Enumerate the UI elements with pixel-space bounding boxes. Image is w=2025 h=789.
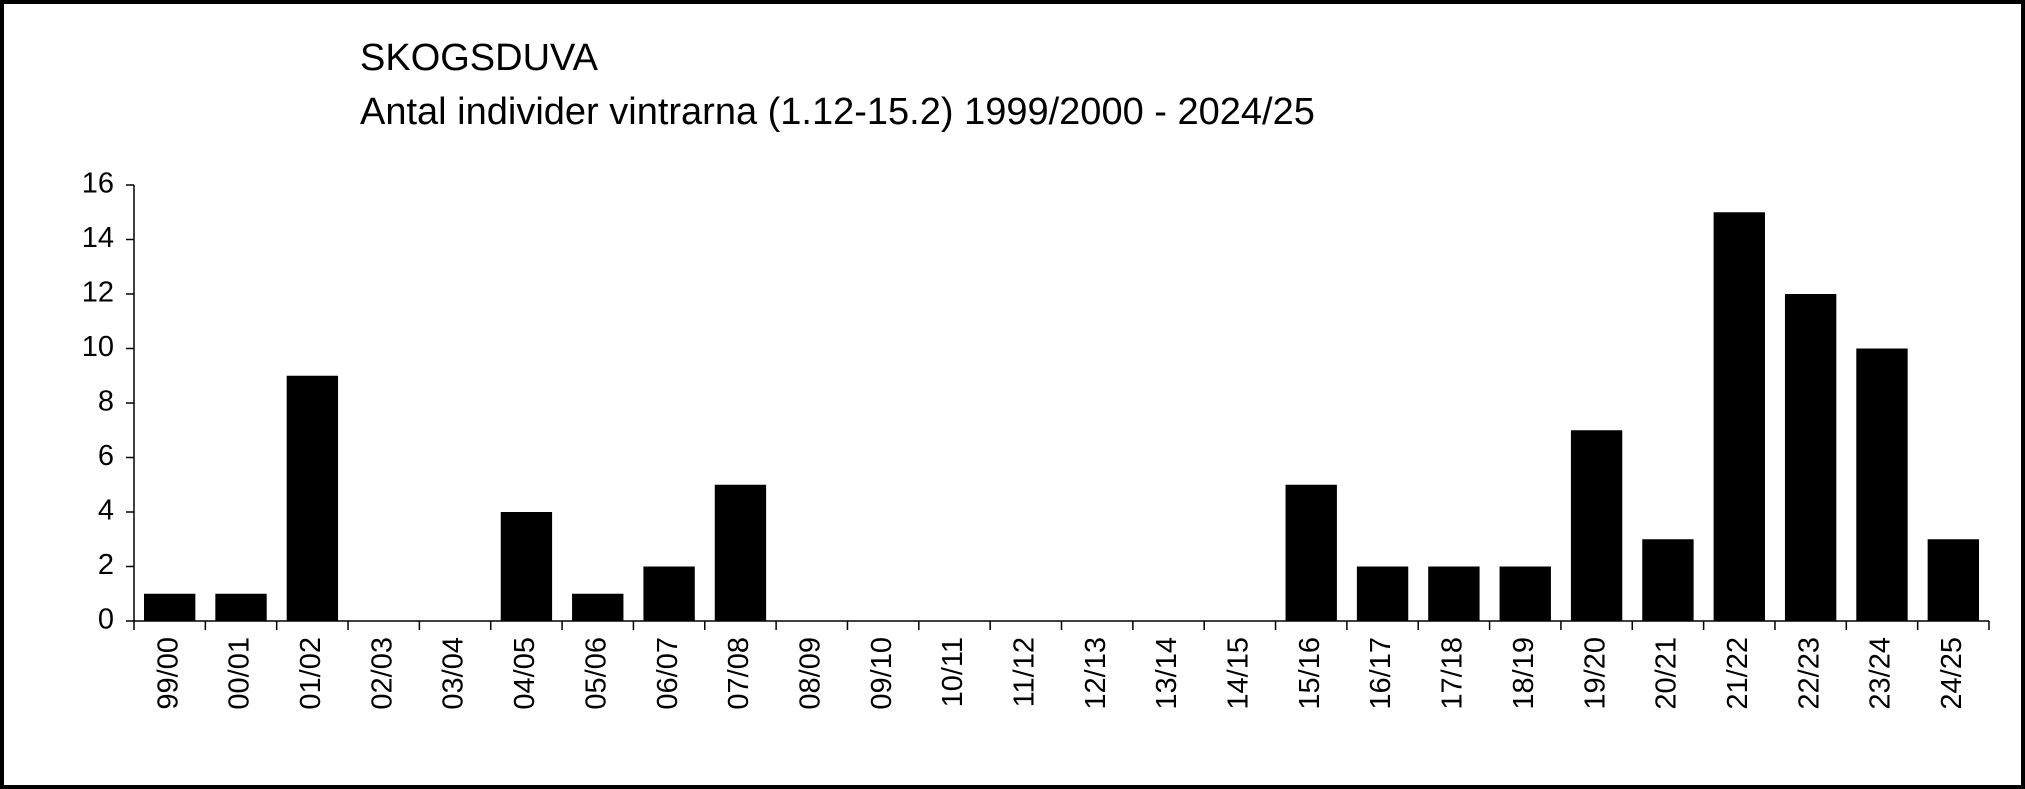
bar [572,593,624,621]
bar [1784,294,1837,621]
bar [1713,212,1765,621]
x-tick-label: 20/21 [1651,637,1683,710]
bar [1927,539,1980,621]
x-tick-label: 06/07 [652,637,684,710]
x-tick-label: 15/16 [1294,637,1326,710]
x-tick-label: 12/13 [1080,637,1112,710]
x-tick-label: 13/14 [1151,637,1183,710]
x-tick-label: 23/24 [1865,637,1897,710]
y-tick-label: 10 [82,331,114,363]
x-tick-label: 24/25 [1936,637,1968,710]
x-tick-label: 00/01 [224,637,256,710]
y-tick-label: 14 [82,222,114,254]
x-tick-label: 21/22 [1722,637,1754,710]
x-tick-label: 04/05 [509,637,541,710]
bar [1499,566,1551,621]
x-tick-label: 14/15 [1223,637,1255,710]
bar [714,484,767,621]
bar [1570,430,1623,621]
bar [1285,484,1337,621]
x-tick-label: 08/09 [794,637,826,710]
y-tick-label: 8 [98,386,114,418]
bar [643,566,695,621]
y-tick-label: 6 [98,440,114,472]
x-tick-label: 19/20 [1579,637,1611,710]
x-tick-label: 11/12 [1008,637,1040,707]
bar [286,375,339,621]
x-tick-label: 17/18 [1437,637,1469,710]
bar [500,512,553,621]
chart-subtitle: Antal individer vintrarna (1.12-15.2) 19… [360,91,1315,133]
y-tick-label: 4 [98,495,114,527]
x-tick-label: 10/11 [937,637,969,707]
chart-title: SKOGSDUVA [360,37,599,79]
x-tick-label: 18/19 [1508,637,1540,710]
bar [1356,566,1409,621]
bar [1642,539,1694,621]
x-tick-label: 09/10 [866,637,898,710]
y-tick-label: 0 [98,604,114,636]
x-tick-label: 01/02 [295,637,327,710]
x-tick-label: 99/00 [152,637,184,710]
bar [215,593,267,621]
x-tick-label: 16/17 [1365,637,1397,710]
x-tick-label: 03/04 [438,637,470,710]
x-tick-label: 07/08 [723,637,755,710]
y-tick-label: 12 [82,277,114,309]
x-tick-label: 05/06 [580,637,612,710]
x-tick-label: 22/23 [1793,637,1825,710]
bar [1428,566,1480,621]
x-tick-label: 02/03 [366,637,398,710]
bar [143,593,196,621]
y-tick-label: 16 [82,168,114,200]
y-tick-label: 2 [98,549,114,581]
bar [1856,348,1908,621]
